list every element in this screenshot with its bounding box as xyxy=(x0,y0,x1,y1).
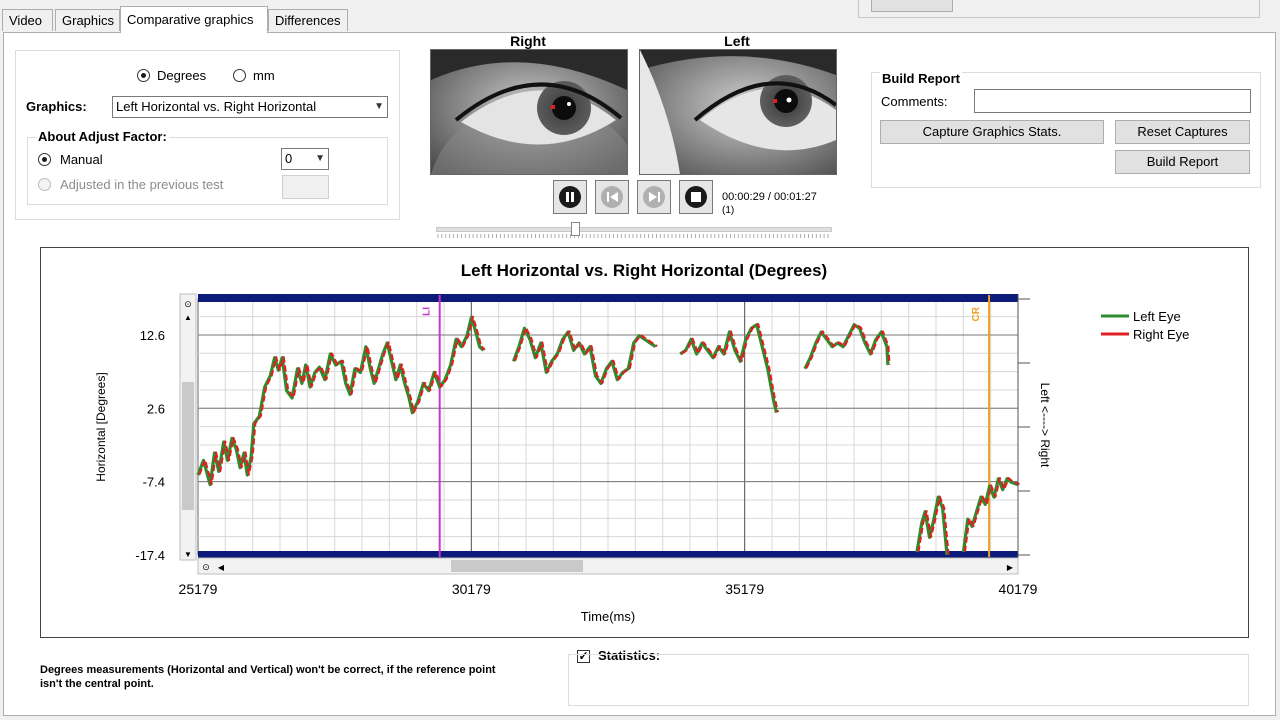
comments-input[interactable] xyxy=(974,89,1251,113)
tab-bar: Video Graphics Comparative graphics Diff… xyxy=(0,0,1280,33)
skip-back-icon xyxy=(601,186,623,208)
stop-icon xyxy=(685,186,707,208)
build-report-title: Build Report xyxy=(880,71,962,86)
header-button[interactable] xyxy=(871,0,953,12)
mm-radio[interactable] xyxy=(233,69,246,82)
previous-test-radio[interactable] xyxy=(38,178,51,191)
range-band-bottom xyxy=(198,551,1018,559)
zoom-reset-icon: ⊙ xyxy=(184,299,192,309)
graphics-label: Graphics: xyxy=(26,99,87,114)
y-tick-label: 2.6 xyxy=(147,401,165,416)
x-tick-label: 30179 xyxy=(452,581,491,597)
previous-frame-button[interactable] xyxy=(595,180,629,214)
settings-group xyxy=(15,50,400,220)
graphics-select-value: Left Horizontal vs. Right Horizontal xyxy=(116,99,317,114)
x-axis-label: Time(ms) xyxy=(581,609,635,624)
chart-title: Left Horizontal vs. Right Horizontal (De… xyxy=(461,261,827,280)
vertical-scrollbar-thumb xyxy=(182,382,194,510)
y-axis-label: Horizontal [Degrees] xyxy=(94,372,108,481)
degrees-warning-note: Degrees measurements (Horizontal and Ver… xyxy=(40,664,496,690)
adjust-factor-select[interactable]: 0 ▼ xyxy=(281,148,329,170)
horizontal-scrollbar xyxy=(197,557,1019,575)
chart-svg: Left Horizontal vs. Right Horizontal (De… xyxy=(94,261,1189,624)
legend-label: Left Eye xyxy=(1133,309,1181,324)
y-tick-label: 12.6 xyxy=(140,328,165,343)
right-eye-line xyxy=(513,326,658,384)
right-eye-title: Right xyxy=(510,33,546,49)
secondary-axis-label: Left <----> Right xyxy=(1038,383,1052,468)
header-status-area xyxy=(858,0,1260,18)
horizontal-scrollbar-thumb xyxy=(451,560,583,572)
left-eye-line xyxy=(511,326,657,385)
right-eye-line xyxy=(198,315,486,486)
playback-time: 00:00:29 / 00:01:27 xyxy=(722,191,817,203)
event-marker-label: LI xyxy=(422,307,433,316)
statistics-checkbox[interactable]: ✓ xyxy=(577,649,590,663)
statistics-label: Statistics: xyxy=(598,648,661,663)
left-eye-title: Left xyxy=(724,33,750,49)
reset-captures-button[interactable]: Reset Captures xyxy=(1115,120,1250,144)
left-eye-line xyxy=(961,477,1019,553)
x-tick-label: 35179 xyxy=(725,581,764,597)
left-eye-line xyxy=(679,323,778,414)
manual-label: Manual xyxy=(60,152,103,167)
event-marker-label: CR xyxy=(971,306,982,321)
zoom-reset-icon: ⊙ xyxy=(202,562,210,572)
chevron-down-icon: ▼ xyxy=(374,101,384,112)
right-eye-image xyxy=(430,49,628,175)
pause-button[interactable] xyxy=(553,180,587,214)
statistics-panel xyxy=(568,654,1249,706)
graphics-select[interactable]: Left Horizontal vs. Right Horizontal ▼ xyxy=(112,96,388,118)
x-tick-label: 25179 xyxy=(179,581,218,597)
right-eye-line xyxy=(681,323,779,413)
previous-test-label: Adjusted in the previous test xyxy=(60,177,224,192)
chart-panel: Left Horizontal vs. Right Horizontal (De… xyxy=(40,247,1249,638)
slider-ticks xyxy=(437,234,829,238)
playback-slider[interactable] xyxy=(436,222,832,242)
scroll-right-icon: ▶ xyxy=(1007,563,1014,572)
y-tick-label: -7.4 xyxy=(143,475,165,490)
comments-label: Comments: xyxy=(881,94,948,109)
next-frame-button[interactable] xyxy=(637,180,671,214)
x-tick-label: 40179 xyxy=(999,581,1038,597)
mm-label: mm xyxy=(253,68,275,83)
adjust-factor-group xyxy=(27,137,388,205)
tab-video[interactable]: Video xyxy=(2,9,53,31)
adjust-factor-value: 0 xyxy=(285,151,293,166)
degrees-label: Degrees xyxy=(157,68,207,83)
chevron-down-icon: ▼ xyxy=(315,153,325,164)
left-eye-line xyxy=(915,495,949,556)
adjust-factor-title: About Adjust Factor: xyxy=(36,129,169,144)
range-band-top xyxy=(198,294,1018,302)
scroll-left-icon: ◀ xyxy=(218,563,225,572)
right-eye-line xyxy=(917,495,950,555)
stop-button[interactable] xyxy=(679,180,713,214)
playback-index: (1) xyxy=(722,205,735,216)
degrees-radio[interactable] xyxy=(137,69,150,82)
manual-radio[interactable] xyxy=(38,153,51,166)
right-eye-line xyxy=(963,477,1020,552)
capture-graphics-stats-button[interactable]: Capture Graphics Stats. xyxy=(880,120,1104,144)
slider-thumb[interactable] xyxy=(570,222,580,236)
legend-label: Right Eye xyxy=(1133,327,1189,342)
tab-differences[interactable]: Differences xyxy=(268,9,348,31)
pause-icon xyxy=(559,186,581,208)
scroll-down-icon: ▼ xyxy=(184,550,192,559)
previous-factor-field[interactable] xyxy=(282,175,329,199)
tab-graphics[interactable]: Graphics xyxy=(55,9,120,31)
tab-comparative-graphics[interactable]: Comparative graphics xyxy=(120,6,268,33)
y-tick-label: -17.4 xyxy=(135,548,165,563)
build-report-button[interactable]: Build Report xyxy=(1115,150,1250,174)
left-eye-image xyxy=(639,49,837,175)
skip-forward-icon xyxy=(643,186,665,208)
scroll-up-icon: ▲ xyxy=(184,313,192,322)
build-report-group xyxy=(871,72,1261,188)
right-eye-line xyxy=(805,323,891,369)
